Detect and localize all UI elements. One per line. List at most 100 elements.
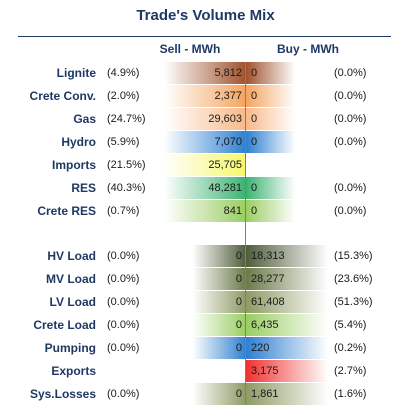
buy-bar xyxy=(246,108,328,130)
buy-value: 28,277 xyxy=(251,273,285,285)
title-rule xyxy=(18,36,391,37)
buy-bar xyxy=(246,383,328,405)
sell-bar xyxy=(164,245,246,267)
buy-bar xyxy=(246,291,328,313)
sell-value: 0 xyxy=(235,273,242,285)
sell-percent: (0.0%) xyxy=(107,250,140,262)
table-row: Sys.Losses (0.0%) 0 1,861 (1.6%) xyxy=(0,383,411,405)
sell-bar xyxy=(164,62,246,84)
buy-bar xyxy=(246,245,328,267)
buy-value: 0 xyxy=(251,90,258,102)
sell-percent: (5.9%) xyxy=(107,136,140,148)
buy-bar xyxy=(246,200,328,222)
buy-value: 0 xyxy=(251,136,258,148)
table-row: RES (40.3%) 48,281 0 (0.0%) xyxy=(0,177,411,199)
buy-value: 18,313 xyxy=(251,250,285,262)
sell-column-header: Sell - MWh xyxy=(159,42,221,56)
buy-percent: (0.0%) xyxy=(334,182,367,194)
sell-value: 0 xyxy=(235,319,242,331)
sell-bar xyxy=(164,268,246,290)
row-label: Imports xyxy=(51,158,96,172)
table-row: LV Load (0.0%) 0 61,408 (51.3%) xyxy=(0,291,411,313)
sell-bar xyxy=(164,337,246,359)
sell-bar xyxy=(164,314,246,336)
buy-bar xyxy=(246,62,328,84)
row-label: Pumping xyxy=(44,341,96,355)
buy-value: 1,861 xyxy=(251,388,279,400)
sell-bar xyxy=(164,85,246,107)
buy-value: 220 xyxy=(251,342,270,354)
buy-percent: (0.0%) xyxy=(334,205,367,217)
buy-bar xyxy=(246,177,328,199)
table-row: Crete Conv. (2.0%) 2,377 0 (0.0%) xyxy=(0,85,411,107)
center-axis xyxy=(245,62,246,404)
sell-bar xyxy=(164,154,246,176)
sell-percent: (0.7%) xyxy=(107,205,140,217)
sell-value: 0 xyxy=(235,250,242,262)
buy-value: 0 xyxy=(251,182,258,194)
sell-percent: (0.0%) xyxy=(107,273,140,285)
sell-percent: (4.9%) xyxy=(107,67,140,79)
table-row: Lignite (4.9%) 5,812 0 (0.0%) xyxy=(0,62,411,84)
sell-percent: (0.0%) xyxy=(107,388,140,400)
table-row: Pumping (0.0%) 0 220 (0.2%) xyxy=(0,337,411,359)
table-row: Crete Load (0.0%) 0 6,435 (5.4%) xyxy=(0,314,411,336)
buy-value: 3,175 xyxy=(251,365,279,377)
row-label: LV Load xyxy=(49,295,96,309)
sell-value: 2,377 xyxy=(214,90,242,102)
buy-value: 61,408 xyxy=(251,296,285,308)
sell-percent: (0.0%) xyxy=(107,296,140,308)
row-label: Gas xyxy=(73,112,96,126)
sell-value: 841 xyxy=(223,205,242,217)
row-label: Crete Conv. xyxy=(29,89,96,103)
buy-percent: (15.3%) xyxy=(334,250,373,262)
table-row: MV Load (0.0%) 0 28,277 (23.6%) xyxy=(0,268,411,290)
sell-value: 0 xyxy=(235,296,242,308)
row-label: Hydro xyxy=(61,135,96,149)
buy-percent: (0.2%) xyxy=(334,342,367,354)
buy-percent: (5.4%) xyxy=(334,319,367,331)
buy-bar xyxy=(246,268,328,290)
buy-percent: (0.0%) xyxy=(334,113,367,125)
buy-bar xyxy=(246,85,328,107)
sell-value: 7,070 xyxy=(214,136,242,148)
buy-value: 6,435 xyxy=(251,319,279,331)
sell-percent: (40.3%) xyxy=(107,182,146,194)
table-row: Imports (21.5%) 25,705 xyxy=(0,154,411,176)
buy-value: 0 xyxy=(251,67,258,79)
sell-percent: (21.5%) xyxy=(107,159,146,171)
table-row: Gas (24.7%) 29,603 0 (0.0%) xyxy=(0,108,411,130)
buy-percent: (2.7%) xyxy=(334,365,367,377)
sell-value: 0 xyxy=(235,388,242,400)
sell-value: 48,281 xyxy=(208,182,242,194)
sell-value: 25,705 xyxy=(208,159,242,171)
table-row: HV Load (0.0%) 0 18,313 (15.3%) xyxy=(0,245,411,267)
sell-value: 0 xyxy=(235,342,242,354)
buy-value: 0 xyxy=(251,205,258,217)
buy-percent: (51.3%) xyxy=(334,296,373,308)
buy-bar xyxy=(246,131,328,153)
sell-bar xyxy=(164,108,246,130)
buy-percent: (0.0%) xyxy=(334,136,367,148)
buy-percent: (0.0%) xyxy=(334,90,367,102)
buy-bar xyxy=(246,337,328,359)
row-label: Lignite xyxy=(56,66,96,80)
row-label: RES xyxy=(71,181,96,195)
buy-percent: (1.6%) xyxy=(334,388,367,400)
buy-percent: (0.0%) xyxy=(334,67,367,79)
buy-value: 0 xyxy=(251,113,258,125)
buy-bar xyxy=(246,314,328,336)
table-row: Crete RES (0.7%) 841 0 (0.0%) xyxy=(0,200,411,222)
sell-bar xyxy=(164,177,246,199)
table-row: Exports 3,175 (2.7%) xyxy=(0,360,411,382)
sell-value: 29,603 xyxy=(208,113,242,125)
buy-percent: (23.6%) xyxy=(334,273,373,285)
sell-bar xyxy=(164,291,246,313)
sell-percent: (2.0%) xyxy=(107,90,140,102)
table-row: Hydro (5.9%) 7,070 0 (0.0%) xyxy=(0,131,411,153)
buy-column-header: Buy - MWh xyxy=(277,42,339,56)
sell-bar xyxy=(164,200,246,222)
sell-value: 5,812 xyxy=(214,67,242,79)
sell-percent: (0.0%) xyxy=(107,342,140,354)
